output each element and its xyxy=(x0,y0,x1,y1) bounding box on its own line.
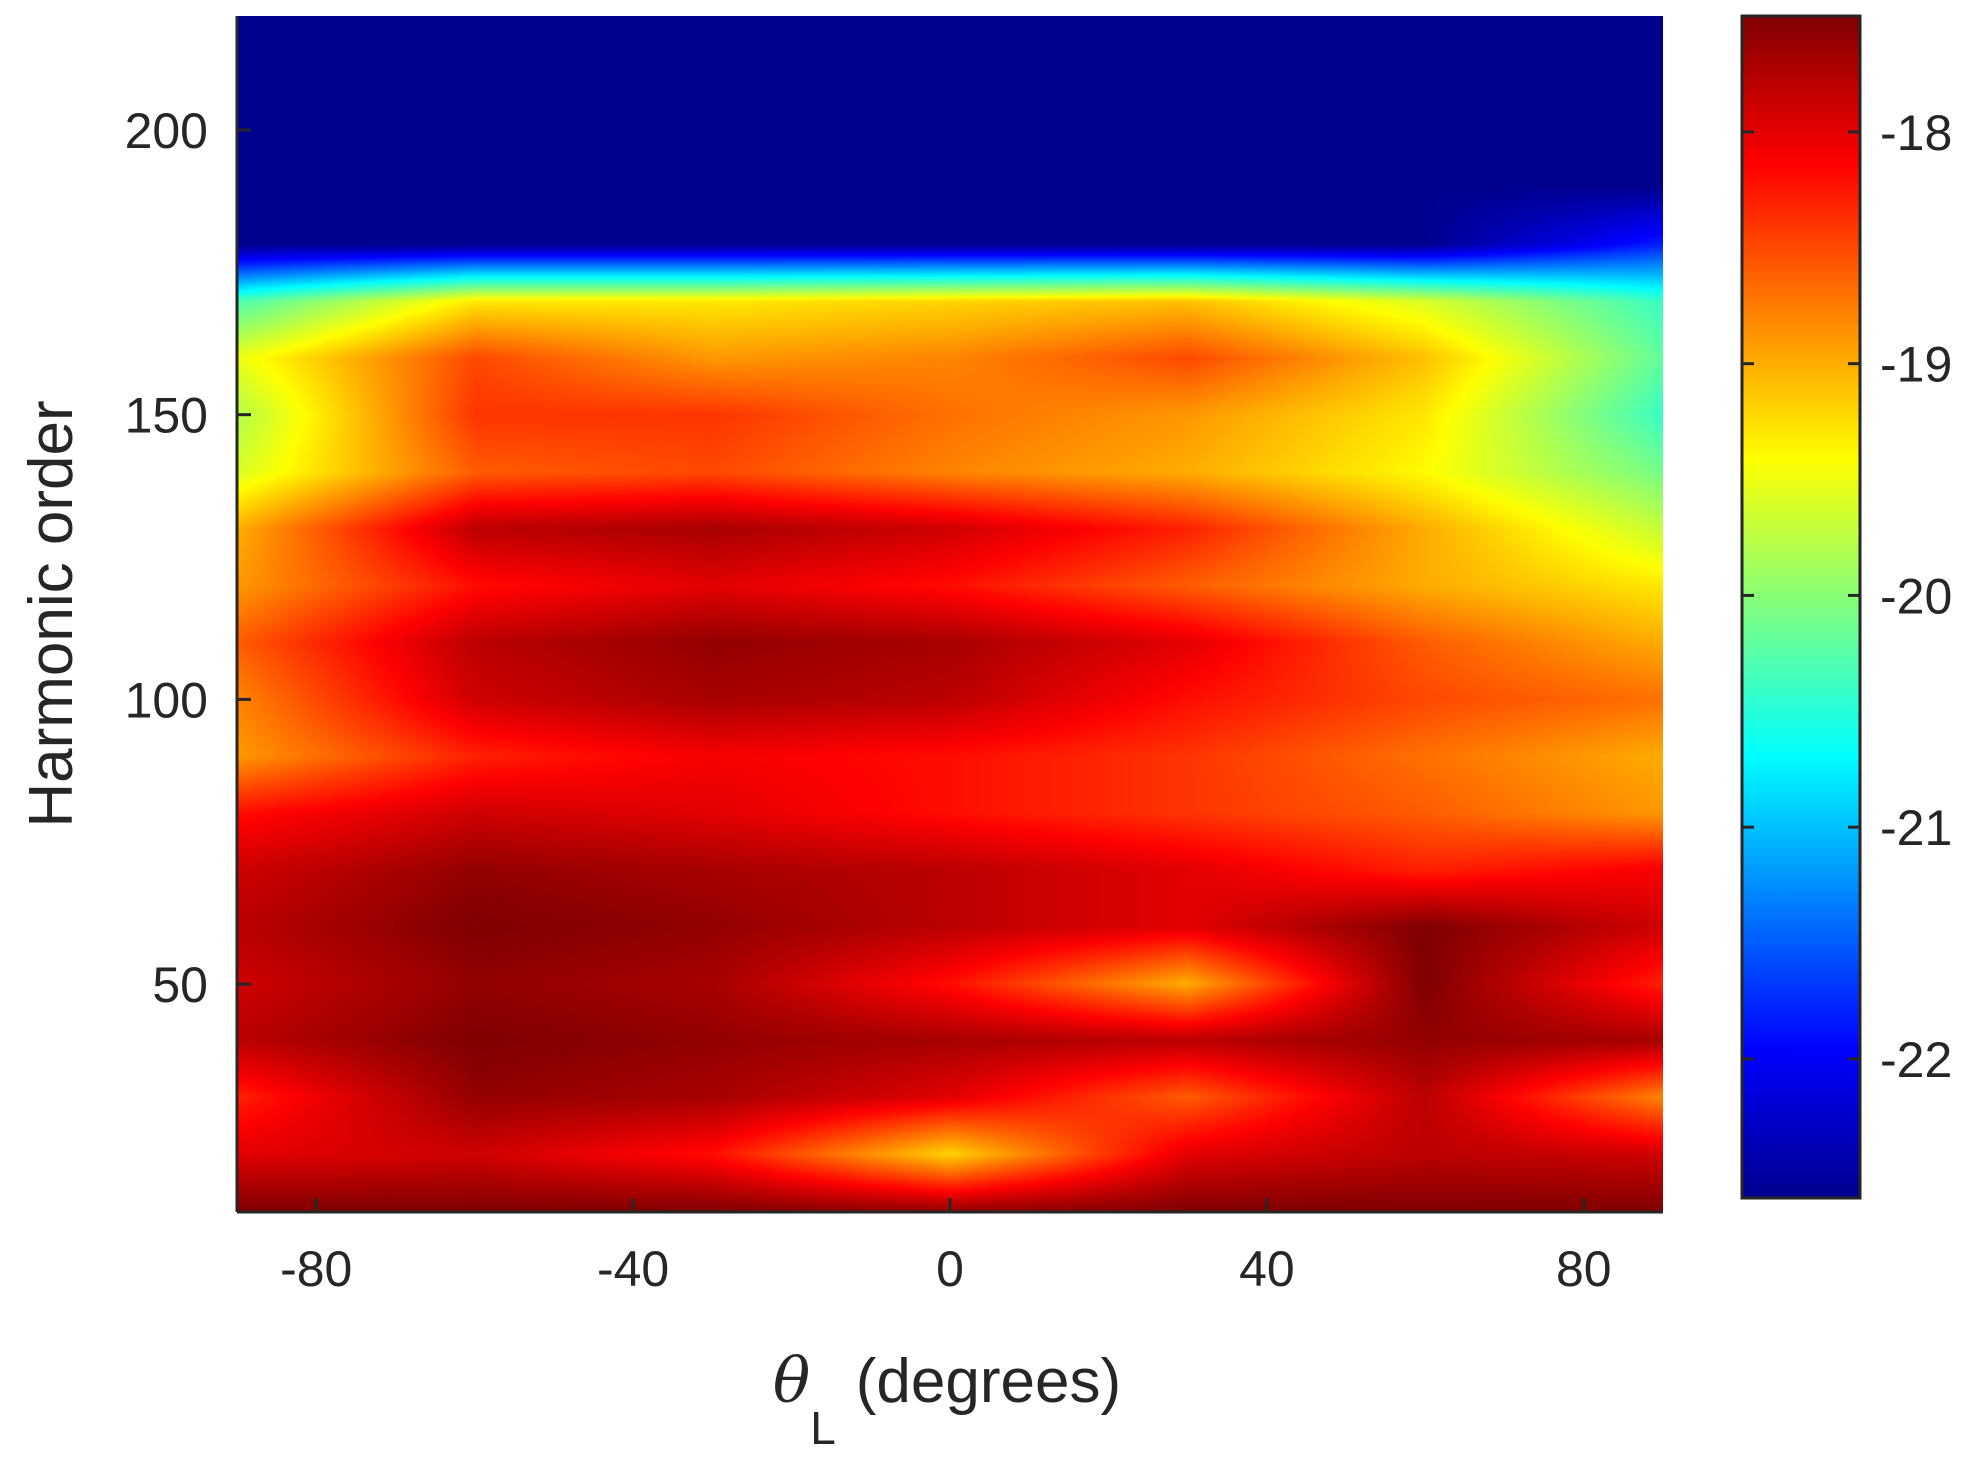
x-axis-ticks: -80 -40 0 40 80 xyxy=(280,1198,1612,1297)
y-axis-ticks: 50 100 150 200 xyxy=(125,103,251,1013)
colorbar: -22 -21 -20 -19 -18 xyxy=(1740,14,1952,1200)
colorbar-tick-label: -19 xyxy=(1880,337,1952,393)
heatmap-surface xyxy=(237,16,1663,1212)
x-axis-title-subscript: L xyxy=(810,1402,836,1454)
x-axis-title: θL (degrees) xyxy=(773,1344,1121,1454)
x-axis-title-symbol: θ xyxy=(773,1344,810,1417)
y-tick-label: 200 xyxy=(125,103,208,159)
colorbar-ticks: -22 -21 -20 -19 -18 xyxy=(1742,105,1952,1088)
colorbar-tick-label: -20 xyxy=(1880,568,1952,624)
heatmap-canvas xyxy=(237,16,1663,1212)
x-tick-label: 80 xyxy=(1556,1241,1612,1297)
colorbar-tick-label: -22 xyxy=(1880,1032,1952,1088)
y-tick-label: 100 xyxy=(125,672,208,728)
y-tick-label: 50 xyxy=(152,957,208,1013)
x-tick-label: 0 xyxy=(936,1241,964,1297)
x-tick-label: 40 xyxy=(1239,1241,1295,1297)
y-axis-title: Harmonic order xyxy=(17,400,86,827)
colorbar-tick-label: -21 xyxy=(1880,800,1952,856)
x-tick-label: -80 xyxy=(280,1241,352,1297)
x-tick-label: -40 xyxy=(597,1241,669,1297)
colorbar-tick-label: -18 xyxy=(1880,105,1952,161)
y-tick-label: 150 xyxy=(125,388,208,444)
colorbar-gradient xyxy=(1740,14,1862,1200)
x-axis-title-unit: (degrees) xyxy=(856,1347,1121,1416)
